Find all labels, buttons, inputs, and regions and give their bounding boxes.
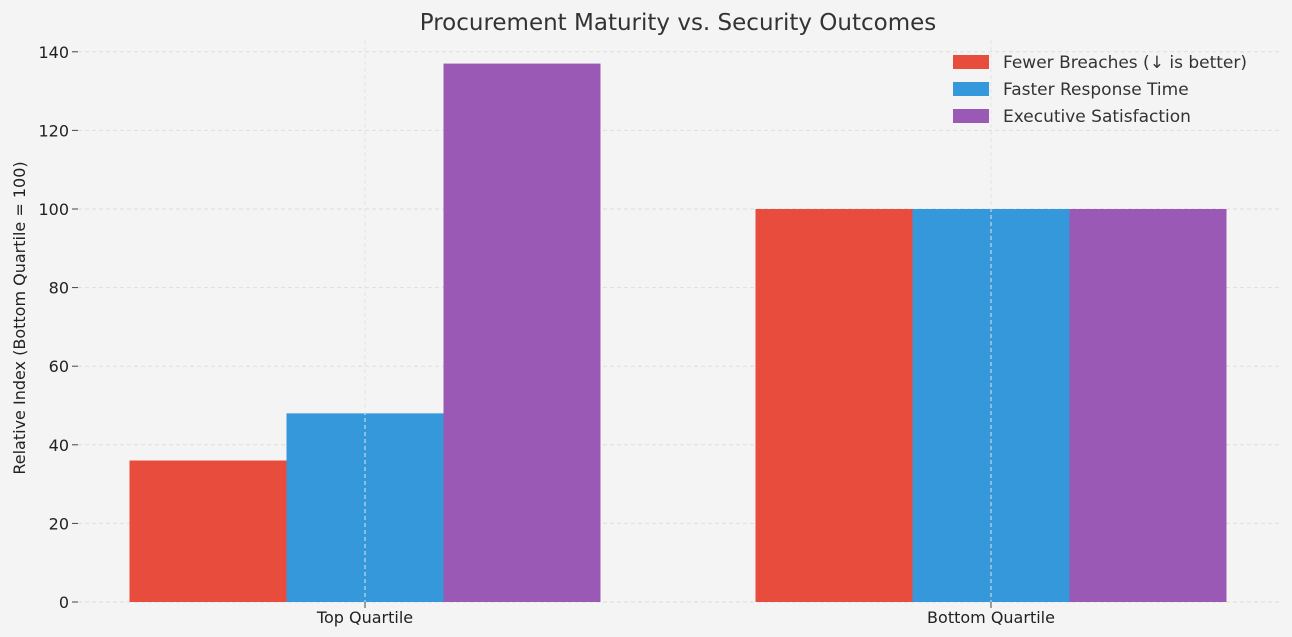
y-tick-label: 0 (59, 593, 69, 612)
legend-swatch (953, 82, 989, 96)
bars-layer (129, 63, 1227, 602)
y-tick-label: 40 (49, 436, 69, 455)
legend: Fewer Breaches (↓ is better) Faster Respo… (953, 53, 1247, 127)
y-tick-label: 20 (49, 514, 69, 533)
legend-swatch (953, 109, 989, 123)
y-tick-label: 60 (49, 357, 69, 376)
chart-title: Procurement Maturity vs. Security Outcom… (420, 10, 937, 36)
x-tick-label: Top Quartile (316, 608, 413, 627)
bar-1-0 (755, 208, 913, 602)
y-tick-label: 140 (38, 43, 69, 62)
legend-swatch (953, 55, 989, 69)
bar-0-2 (443, 63, 601, 602)
bar-0-1 (286, 413, 444, 602)
bar-1-2 (1069, 208, 1227, 602)
ticks-layer: 0 20 40 60 80 100 120 140 Top Quartile Bottom Qua… (38, 43, 1055, 627)
legend-label: Fewer Breaches (↓ is better) (1003, 53, 1247, 73)
vertical-grid-layer (364, 40, 992, 602)
x-tick-label: Bottom Quartile (927, 608, 1055, 627)
bar-0-0 (129, 460, 287, 602)
y-tick-label: 120 (38, 121, 69, 140)
y-tick-label: 100 (38, 200, 69, 219)
legend-label: Executive Satisfaction (1003, 107, 1191, 127)
y-tick-label: 80 (49, 279, 69, 298)
y-axis-label: Relative Index (Bottom Quartile = 100) (10, 161, 29, 474)
legend-label: Faster Response Time (1003, 80, 1189, 100)
